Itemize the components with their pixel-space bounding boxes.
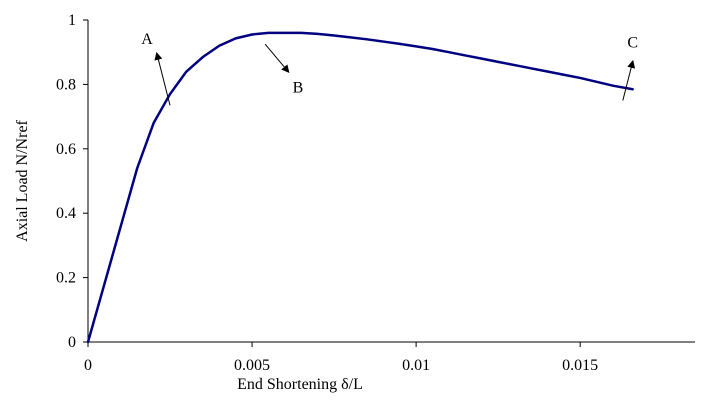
- series-line: [86, 31, 634, 344]
- axes: [87, 20, 695, 343]
- x-tick-label: 0.005: [234, 357, 270, 374]
- y-tick-label: 0.8: [56, 76, 76, 93]
- annotations: A B C: [141, 31, 638, 106]
- series: [86, 31, 634, 344]
- annotation-label-b: B: [293, 79, 304, 96]
- y-axis-title: Axial Load N/Nref: [14, 119, 31, 241]
- x-tick-label: 0: [84, 357, 92, 374]
- ticks: 0 0.005 0.01 0.015 0 0.2 0.4 0.6 0.8 1: [56, 12, 598, 374]
- annotation-arrow-b: [264, 43, 290, 74]
- y-tick-label: 0.2: [56, 270, 76, 287]
- y-tick-label: 0.6: [56, 141, 76, 158]
- y-tick-label: 0: [68, 334, 76, 351]
- x-axis-title: End Shortening δ/L: [237, 376, 363, 393]
- annotation-arrow-c: [622, 59, 636, 101]
- annotation-arrow-a: [154, 51, 171, 106]
- y-tick-label: 0.4: [56, 205, 76, 222]
- x-tick-label: 0.01: [402, 357, 430, 374]
- annotation-label-c: C: [627, 34, 638, 51]
- x-tick-label: 0.015: [562, 357, 598, 374]
- annotation-label-a: A: [141, 31, 153, 48]
- y-tick-label: 1: [68, 12, 76, 29]
